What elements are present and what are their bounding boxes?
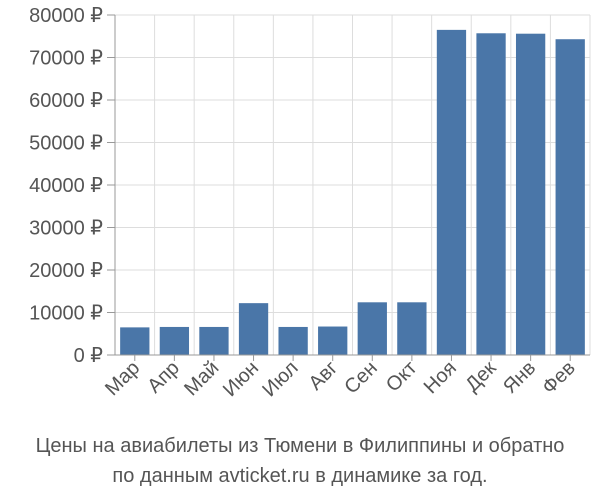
y-tick-label: 0 ₽ <box>74 345 104 367</box>
y-tick-label: 10000 ₽ <box>29 303 103 325</box>
bar-3 <box>199 326 229 355</box>
y-tick-label: 30000 ₽ <box>29 218 103 240</box>
grid-lines <box>114 14 591 356</box>
x-category-label: Апр <box>143 357 184 398</box>
x-category-label: Дек <box>461 357 500 396</box>
bar-12 <box>555 39 585 355</box>
x-category-label: Ноя <box>420 357 461 398</box>
x-category-label: Фев <box>538 357 580 399</box>
bar-1 <box>120 327 150 355</box>
x-category-label: Июн <box>219 357 263 401</box>
bar-5 <box>278 326 308 355</box>
price-bar-chart: 0 ₽ 10000 ₽ 20000 ₽ 30000 ₽ 40000 ₽ 50000 ₽ 60… <box>29 5 591 401</box>
x-category-label: Янв <box>499 357 540 398</box>
x-category-label: Июл <box>258 357 302 401</box>
bar-7 <box>357 302 387 355</box>
y-tick-label: 20000 ₽ <box>29 260 103 282</box>
chart-caption-line-1: Цены на авиабилеты из Тюмени в Филиппины… <box>35 435 565 457</box>
x-category-label: Авг <box>305 357 343 395</box>
bars <box>120 29 585 356</box>
y-tick-label: 60000 ₽ <box>29 90 103 112</box>
bar-9 <box>436 29 467 355</box>
bar-4 <box>238 303 269 355</box>
x-category-label: Окт <box>382 357 421 396</box>
x-category-label: Май <box>180 357 223 400</box>
bar-8 <box>397 302 427 355</box>
y-tick-label: 80000 ₽ <box>29 5 103 27</box>
y-axis: 0 ₽ 10000 ₽ 20000 ₽ 30000 ₽ 40000 ₽ 50000 ₽ 60… <box>29 5 116 367</box>
bar-2 <box>159 326 190 355</box>
x-category-label: Мар <box>101 357 144 400</box>
chart-caption-line-2: по данным avticket.ru в динамике за год. <box>112 465 488 487</box>
bar-6 <box>318 326 348 355</box>
x-category-label: Сен <box>340 357 381 398</box>
bar-10 <box>476 33 506 356</box>
y-tick-label: 70000 ₽ <box>29 48 103 70</box>
y-tick-label: 40000 ₽ <box>29 175 103 197</box>
y-tick-label: 50000 ₽ <box>29 133 103 155</box>
bar-11 <box>515 33 546 355</box>
